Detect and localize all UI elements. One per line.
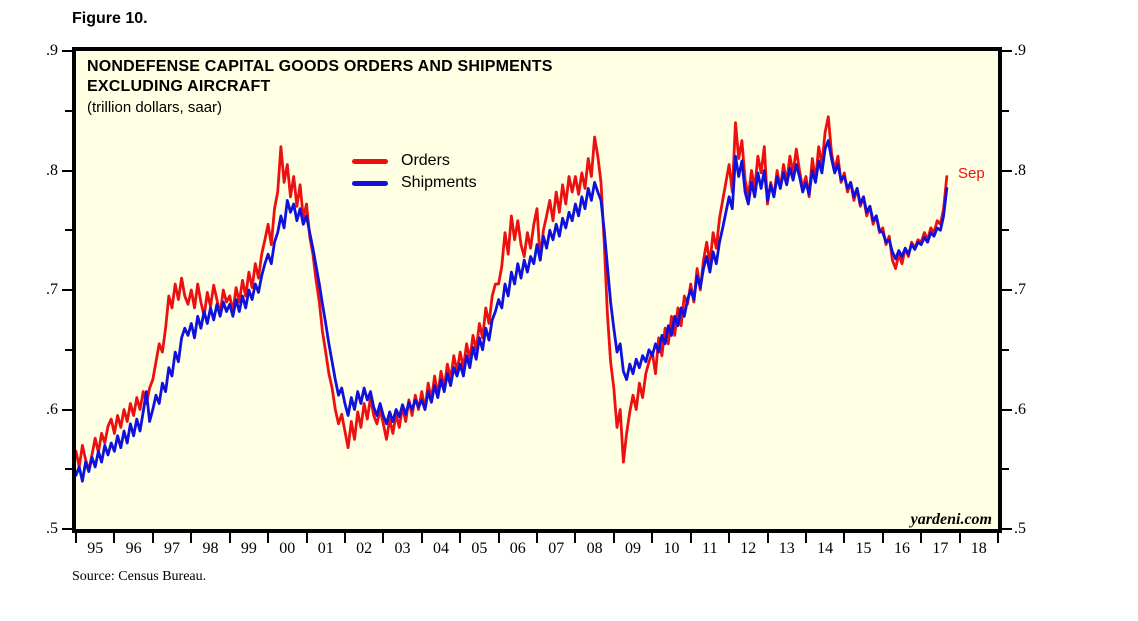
x-axis-label-year: 18 [970,540,987,557]
x-axis-label-year: 15 [855,540,872,557]
chart-title-line1: NONDEFENSE CAPITAL GOODS ORDERS AND SHIP… [87,58,553,75]
x-axis-label-year: 03 [394,540,411,557]
x-axis-label-year: 14 [817,540,834,557]
chart-subtitle: (trillion dollars, saar) [87,99,223,116]
x-year-tick [536,533,538,543]
x-year-tick [612,533,615,543]
x-year-tick [843,533,846,543]
legend: Orders Shipments [352,150,477,194]
x-axis-label-year: 99 [240,540,257,557]
legend-label-orders: Orders [401,152,450,169]
x-axis-label-year: 95 [87,540,104,557]
x-year-tick [75,533,77,543]
x-year-tick [881,533,884,543]
x-year-tick [343,533,346,543]
x-axis-label-year: 02 [356,540,373,557]
x-axis-label-year: 96 [125,540,142,557]
last-point-annotation: Sep [958,165,985,182]
legend-item-orders: Orders [352,150,477,172]
x-axis-label-year: 06 [509,540,526,557]
y-minor-tick-right [1002,229,1009,232]
x-year-tick [267,533,270,543]
x-year-tick [958,533,961,543]
y-axis-label-left: .8 [46,161,58,179]
x-axis-label-year: 01 [317,540,334,557]
y-major-tick-right [1002,169,1012,172]
y-minor-tick-right [1002,109,1009,112]
x-axis-label-year: 08 [586,540,603,557]
x-year-tick [459,533,462,543]
legend-label-shipments: Shipments [401,174,477,191]
x-axis-label-year: 12 [740,540,757,557]
y-major-tick-right [1002,408,1012,411]
x-year-tick [382,533,385,543]
x-year-tick [651,533,654,543]
y-axis-label-left: .6 [46,400,58,418]
series-line-shipments [76,139,949,483]
x-year-tick [497,533,500,543]
x-year-tick [766,533,769,543]
shipments-line-swatch [352,180,388,186]
y-minor-tick-left [65,468,72,471]
y-axis-label-right: .7 [1014,281,1026,298]
y-axis-label-left: .9 [46,42,58,59]
y-axis-label-right: .5 [1014,520,1026,537]
watermark: yardeni.com [910,511,992,528]
x-axis-label-year: 10 [663,540,680,557]
x-axis-label-year: 05 [471,540,488,557]
y-minor-tick-right [1002,348,1009,351]
x-axis-label-year: 00 [279,540,296,557]
y-axis-label-right: .6 [1014,400,1026,418]
y-minor-tick-left [65,229,72,232]
x-axis-label-year: 17 [932,540,949,557]
x-axis-label-year: 09 [625,540,642,557]
x-year-tick [689,533,692,543]
y-major-tick-right [1002,528,1012,530]
y-axis-label-left: .7 [46,281,58,298]
x-year-tick [920,533,923,543]
x-year-tick [728,533,731,543]
x-year-tick [151,533,154,543]
y-axis-label-left: .5 [46,520,58,537]
orders-line-swatch [352,158,388,164]
x-axis-label-year: 97 [164,540,181,557]
y-axis-label-right: .9 [1014,42,1026,59]
x-axis-label-year: 13 [778,540,795,557]
legend-item-shipments: Shipments [352,172,477,194]
x-year-tick [190,533,193,543]
x-year-tick [804,533,807,543]
x-year-tick [420,533,423,543]
x-year-tick [113,533,116,543]
y-major-tick-left [62,50,72,52]
chart-title-line2: EXCLUDING AIRCRAFT [87,78,271,95]
y-minor-tick-left [65,348,72,351]
chart-title: NONDEFENSE CAPITAL GOODS ORDERS AND SHIP… [87,57,553,118]
source-note: Source: Census Bureau. [72,569,207,584]
line-series-plot [76,115,949,483]
plot-area: NONDEFENSE CAPITAL GOODS ORDERS AND SHIP… [72,47,1002,533]
y-minor-tick-right [1002,468,1009,471]
y-major-tick-left [62,528,72,530]
x-axis-label-year: 07 [548,540,565,557]
y-major-tick-right [1002,50,1012,52]
x-axis-label-year: 11 [702,540,718,557]
y-minor-tick-left [65,109,72,112]
y-axis-label-right: .8 [1014,161,1026,179]
x-year-tick [228,533,231,543]
x-axis-label-year: 98 [202,540,219,557]
x-year-tick [305,533,308,543]
y-major-tick-left [62,408,72,411]
y-major-tick-right [1002,289,1012,291]
figure-label: Figure 10. [72,10,148,27]
x-axis-label-year: 16 [893,540,910,557]
x-year-tick [997,533,999,543]
y-major-tick-left [62,169,72,172]
x-axis-label-year: 04 [432,540,449,557]
y-major-tick-left [62,289,72,291]
x-year-tick [574,533,577,543]
